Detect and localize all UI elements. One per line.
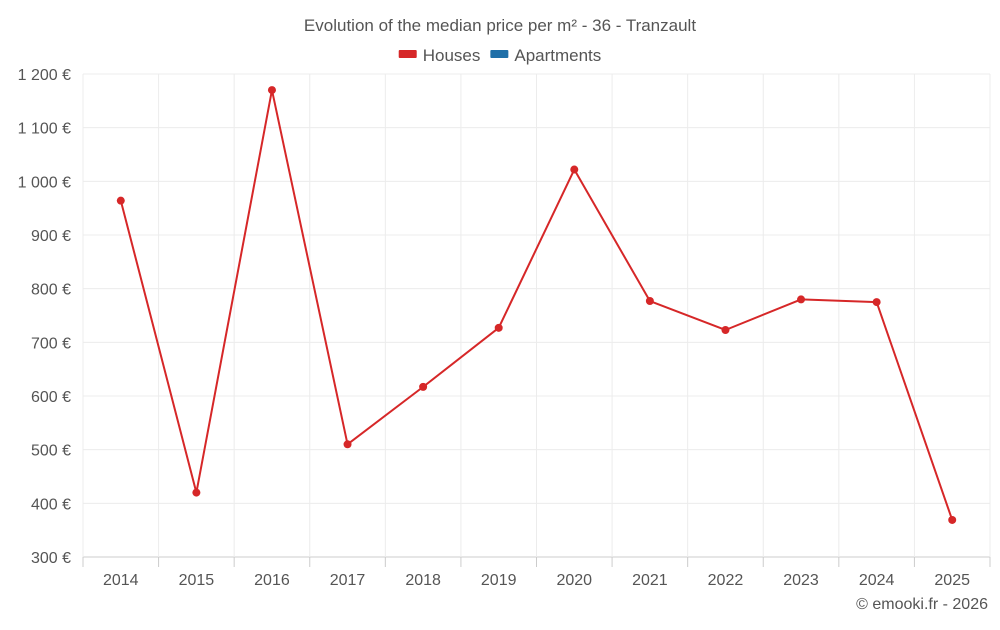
legend-label: Houses <box>423 46 481 65</box>
x-tick-label: 2021 <box>632 572 668 589</box>
y-tick-label: 600 € <box>31 389 71 406</box>
y-tick-label: 400 € <box>31 496 71 513</box>
data-point-houses-2025[interactable] <box>948 515 957 524</box>
data-point-houses-2023[interactable] <box>797 295 806 304</box>
series-line-houses <box>119 89 954 521</box>
data-point-houses-2015[interactable] <box>192 488 201 497</box>
data-point-houses-2021[interactable] <box>645 297 654 306</box>
legend-swatch <box>398 50 417 58</box>
legend[interactable]: Houses Apartments <box>398 46 602 65</box>
x-tick-label: 2020 <box>556 572 592 589</box>
footer-credit: © emooki.fr - 2026 <box>856 596 988 613</box>
y-tick-label: 1 200 € <box>18 67 71 84</box>
legend-label: Apartments <box>514 46 601 65</box>
x-tick-label: 2025 <box>934 572 970 589</box>
y-tick-label: 1 000 € <box>18 174 71 191</box>
x-tick-label: 2018 <box>405 572 441 589</box>
x-tick-label: 2016 <box>254 572 290 589</box>
data-point-houses-2016[interactable] <box>267 86 276 95</box>
legend-swatch <box>490 50 509 58</box>
y-tick-label: 800 € <box>31 282 71 299</box>
data-point-houses-2018[interactable] <box>419 382 428 391</box>
data-point-houses-2024[interactable] <box>872 298 881 307</box>
series-layer <box>116 86 957 524</box>
y-tick-label: 1 100 € <box>18 121 71 138</box>
data-point-houses-2020[interactable] <box>570 165 579 174</box>
y-tick-label: 700 € <box>31 335 71 352</box>
x-tick-label: 2014 <box>103 572 139 589</box>
x-axis: 2014 2015 2016 2017 2018 2019 2020 2021 2022 2023… <box>82 557 991 589</box>
data-point-houses-2014[interactable] <box>116 196 125 205</box>
x-tick-label: 2017 <box>330 572 366 589</box>
grid-lines <box>82 73 991 558</box>
x-tick-label: 2015 <box>179 572 215 589</box>
chart-title: Evolution of the median price per m² - 3… <box>304 16 696 35</box>
x-tick-label: 2019 <box>481 572 517 589</box>
x-tick-label: 2024 <box>859 572 895 589</box>
y-tick-label: 500 € <box>31 443 71 460</box>
y-tick-label: 900 € <box>31 228 71 245</box>
y-axis: 300 € 400 € 500 € 600 € 700 € 800 € 900 € 1 000… <box>18 67 71 567</box>
legend-item-apartments[interactable]: Apartments <box>490 46 601 65</box>
data-point-houses-2019[interactable] <box>494 323 503 332</box>
x-tick-label: 2023 <box>783 572 819 589</box>
x-tick-label: 2022 <box>708 572 744 589</box>
data-point-houses-2022[interactable] <box>721 325 730 334</box>
legend-item-houses[interactable]: Houses <box>398 46 481 65</box>
y-tick-label: 300 € <box>31 550 71 567</box>
data-point-houses-2017[interactable] <box>343 440 352 449</box>
